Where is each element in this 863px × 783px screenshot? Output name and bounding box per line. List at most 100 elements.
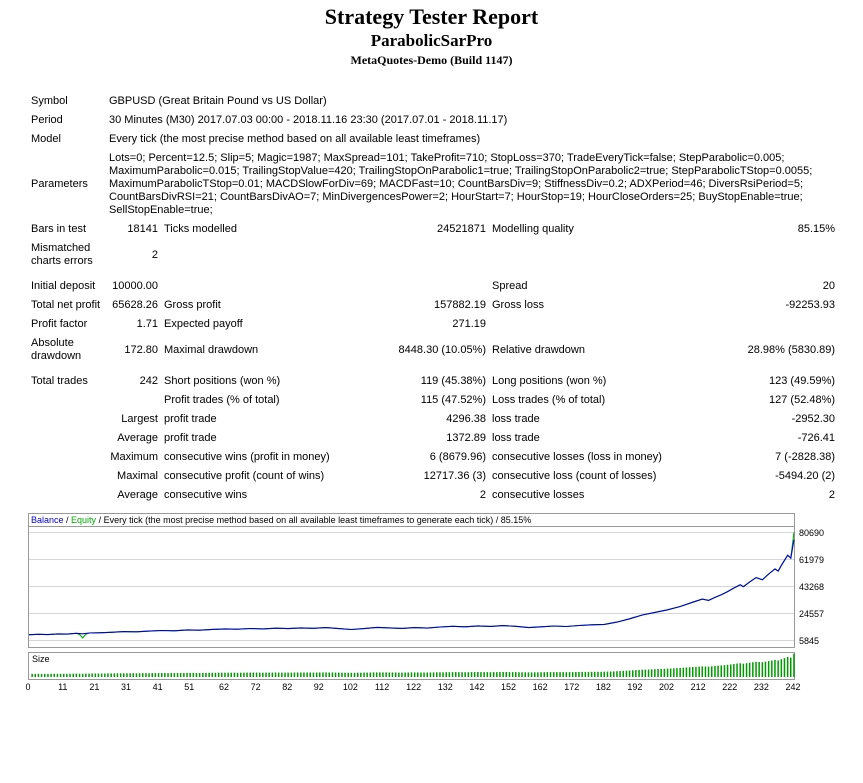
report-cell: Model	[31, 133, 61, 145]
report-cell: 18141	[127, 223, 158, 235]
stats-table: Symbol GBPUSD (Great Britain Pound vs US …	[28, 92, 838, 505]
report-row: Total trades 242 Short positions (won %) 11…	[28, 372, 838, 391]
legend-balance: Balance	[31, 515, 64, 525]
x-axis-label: 41	[152, 682, 163, 692]
report-row: Maximal consecutive profit (count of wins…	[28, 467, 838, 486]
x-axis-label: 122	[406, 682, 422, 692]
report-cell: -5494.20 (2)	[775, 470, 836, 482]
balance-chart: Balance / Equity / Every tick (the most …	[25, 513, 840, 695]
report-cell: 127 (52.48%)	[769, 394, 836, 406]
report-row: Model Every tick (the most precise method…	[28, 130, 838, 149]
report-row: Period 30 Minutes (M30) 2017.07.03 00:00 …	[28, 111, 838, 130]
x-axis-label: 112	[374, 682, 390, 692]
report-row: Initial deposit 10000.00 Spread 20	[28, 277, 838, 296]
report-cell: Modelling quality	[492, 223, 574, 235]
report-cell: Maximal	[117, 470, 158, 482]
x-axis-label: 92	[313, 682, 324, 692]
report-cell: 65628.26	[112, 299, 158, 311]
report-cell: 28.98% (5830.89)	[747, 343, 836, 356]
report-cell: Largest	[121, 413, 158, 425]
report-cell: 119 (45.38%)	[420, 375, 486, 387]
report-cell: consecutive wins	[164, 489, 248, 501]
legend-equity: Equity	[71, 515, 97, 525]
empty-cell	[161, 239, 838, 271]
report-cell: profit trade	[164, 413, 217, 425]
report-cell: 1372.89	[446, 432, 486, 444]
y-axis-label: 5845	[799, 635, 820, 646]
report-row: Symbol GBPUSD (Great Britain Pound vs US …	[28, 92, 838, 111]
size-label: Size	[32, 654, 50, 664]
report-row: Average profit trade 1372.89 loss trade -726…	[28, 429, 838, 448]
empty-cell	[161, 277, 379, 296]
x-axis-label: 72	[250, 682, 261, 692]
report-cell: Lots=0; Percent=12.5; Slip=5; Magic=1987…	[109, 152, 813, 216]
report-cell: Long positions (won %)	[492, 375, 607, 387]
report-cell: 242	[139, 375, 158, 387]
report-cell: 10000.00	[112, 280, 158, 292]
report-cell: Loss trades (% of total)	[492, 394, 606, 406]
x-axis-label: 51	[184, 682, 195, 692]
report-cell: consecutive profit (count of wins)	[164, 470, 325, 482]
report-row: Total net profit 65628.26 Gross profit 1578…	[28, 296, 838, 315]
server-build: MetaQuotes-Demo (Build 1147)	[350, 53, 513, 67]
report-cell: 2	[828, 489, 836, 501]
x-axis-label: 232	[753, 682, 769, 692]
report-cell: Total net profit	[31, 299, 101, 311]
size-bars-svg	[31, 653, 795, 678]
report-row: Mismatched charts errors 2	[28, 239, 838, 271]
report-cell: Mismatched charts errors	[31, 242, 93, 267]
chart-legend: Balance / Equity / Every tick (the most …	[28, 513, 795, 527]
report-row: Parameters Lots=0; Percent=12.5; Slip=5; …	[28, 149, 838, 220]
report-cell: consecutive losses	[492, 489, 585, 501]
y-axis: 80690 61979 43268 24557 5845	[799, 526, 840, 650]
report-row: Bars in test 18141 Ticks modelled 24521871 M…	[28, 220, 838, 239]
report-cell: 7 (-2828.38)	[775, 451, 836, 463]
x-axis-label: 162	[532, 682, 548, 692]
report-cell: loss trade	[492, 432, 540, 444]
report-cell: -2952.30	[791, 413, 836, 425]
report-row: Absolute drawdown 172.80 Maximal drawdown 8…	[28, 334, 838, 366]
x-axis-label: 31	[120, 682, 131, 692]
x-axis-label: 202	[659, 682, 675, 692]
legend-separator: /	[63, 515, 72, 525]
y-axis-label: 61979	[799, 554, 825, 565]
report-cell: 115 (47.52%)	[420, 394, 486, 406]
page-title: Strategy Tester Report	[324, 4, 539, 29]
report-cell: Maximal drawdown	[164, 343, 259, 356]
report-cell: Spread	[492, 280, 528, 292]
x-axis-label: 242	[785, 682, 801, 692]
expert-name: ParabolicSarPro	[370, 31, 493, 50]
report-cell: Gross loss	[492, 299, 544, 311]
report-cell: 123 (49.59%)	[769, 375, 836, 387]
report-cell: Absolute drawdown	[31, 337, 82, 362]
report-cell: 20	[822, 280, 836, 292]
report-cell: 30 Minutes (M30) 2017.07.03 00:00 - 2018…	[109, 114, 508, 126]
x-axis-label: 172	[564, 682, 580, 692]
x-axis-label: 182	[595, 682, 611, 692]
report-cell: Symbol	[31, 95, 68, 107]
empty-cell	[489, 315, 707, 334]
report-cell: Maximum	[110, 451, 158, 463]
balance-plot	[28, 526, 795, 648]
report-cell: 271.19	[452, 318, 486, 330]
report-cell: Relative drawdown	[492, 343, 585, 356]
report-cell: 4296.38	[446, 413, 486, 425]
x-axis-label: 212	[690, 682, 706, 692]
report-cell: 172.80	[124, 343, 158, 356]
report-cell: 12717.36 (3)	[423, 470, 486, 482]
report-cell: 85.15%	[797, 223, 836, 235]
report-cell: -726.41	[797, 432, 836, 444]
balance-curve-svg	[29, 532, 795, 642]
report-cell: Parameters	[31, 178, 88, 190]
x-axis-label: 62	[218, 682, 229, 692]
report-cell: GBPUSD (Great Britain Pound vs US Dollar…	[109, 95, 327, 107]
report-cell: 2	[151, 248, 158, 261]
x-axis-label: 11	[58, 682, 68, 692]
report-cell: Gross profit	[164, 299, 221, 311]
report-cell: 8448.30 (10.05%)	[398, 343, 486, 356]
report-cell: 2	[479, 489, 486, 501]
report-row: Profit factor 1.71 Expected payoff 271.19	[28, 315, 838, 334]
x-axis-label: 82	[282, 682, 293, 692]
y-axis-label: 24557	[799, 608, 825, 619]
x-axis-label: 192	[627, 682, 643, 692]
